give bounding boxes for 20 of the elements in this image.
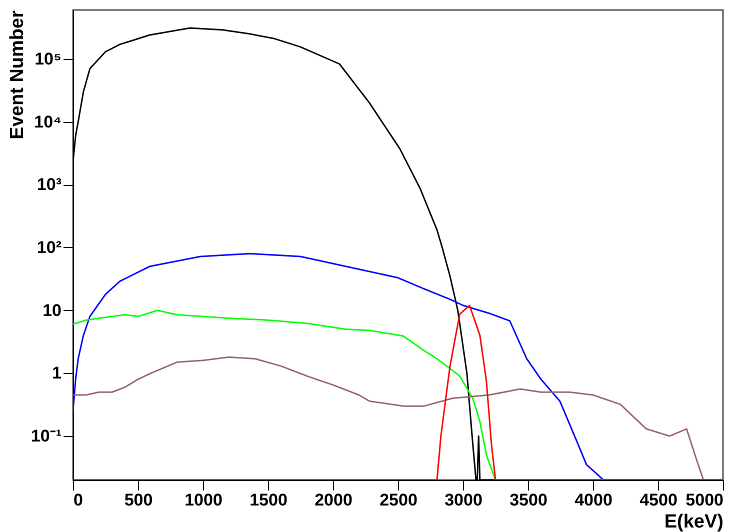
y-tick-label: 10⁴: [34, 112, 62, 132]
y-axis-title: Event Number: [6, 10, 28, 140]
x-tick-label: 5000: [686, 490, 724, 510]
x-tick-label: 500: [124, 490, 153, 510]
y-tick-label: 1: [52, 364, 62, 383]
x-tick-label: 2000: [314, 490, 352, 510]
x-tick-label: 1000: [184, 490, 222, 510]
x-tick-label: 1500: [250, 490, 288, 510]
y-tick-label: 10⁻¹: [30, 426, 62, 446]
x-tick-label: 3500: [510, 490, 548, 510]
x-tick-label: 0: [74, 490, 83, 510]
x-axis-title: E(keV): [664, 512, 724, 532]
x-tick-label: 4500: [640, 490, 678, 510]
x-tick-label: 4000: [574, 490, 612, 510]
x-tick-label: 2500: [380, 490, 418, 510]
y-tick-label: 10: [42, 300, 62, 320]
x-tick-label: 3000: [444, 490, 482, 510]
y-tick-label: 10³: [36, 175, 62, 194]
y-tick-label: 10⁵: [34, 49, 62, 68]
y-tick-label: 10²: [36, 238, 62, 257]
